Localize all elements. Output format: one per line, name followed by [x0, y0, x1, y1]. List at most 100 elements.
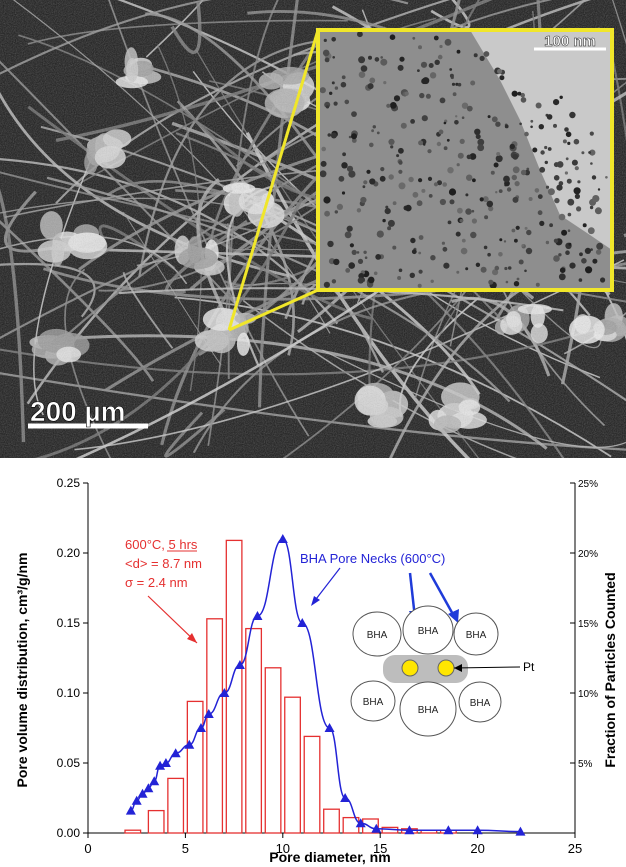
tem-pore	[412, 191, 419, 198]
line-marker	[184, 739, 195, 749]
tem-pore	[516, 277, 520, 281]
tem-pore	[356, 208, 362, 213]
tem-pore	[349, 243, 354, 248]
tem-pore	[561, 229, 568, 236]
tem-pore	[428, 194, 433, 198]
tem-pore	[334, 86, 339, 90]
tem-pore	[342, 152, 346, 157]
tem-pore	[398, 160, 403, 165]
tem-pore	[331, 279, 337, 284]
tem-pore	[567, 212, 572, 217]
tem-pore	[558, 273, 566, 281]
bar	[167, 777, 185, 834]
tem-pore	[360, 65, 368, 72]
bar	[245, 627, 263, 834]
tem-pore	[460, 247, 468, 255]
tem-pore	[483, 51, 490, 57]
tem-pore	[322, 49, 330, 57]
y-tick-label: 0.05	[57, 756, 81, 770]
tem-pore	[513, 281, 520, 287]
tem-pore	[532, 147, 538, 153]
tem-pore	[368, 55, 372, 60]
tem-pore	[420, 61, 428, 68]
tem-pore	[581, 151, 585, 155]
tem-pore	[512, 153, 519, 160]
tem-pore	[521, 244, 525, 247]
tem-pore	[351, 249, 357, 255]
tem-pore	[486, 200, 494, 208]
tem-pore	[429, 72, 437, 79]
tem-pore	[323, 38, 327, 43]
tem-pore	[334, 210, 338, 214]
tem-pore	[495, 155, 503, 163]
tem-pore	[496, 152, 501, 156]
tem-pore	[344, 231, 352, 239]
bha-particle-label: BHA	[418, 705, 439, 716]
tem-pore	[380, 58, 388, 66]
tem-pore	[511, 174, 517, 181]
tem-pore	[537, 210, 543, 216]
tem-pore	[387, 219, 395, 227]
tem-pore	[461, 238, 466, 243]
tem-pore	[398, 169, 403, 174]
tem-pore	[567, 198, 575, 206]
y2-tick-label: 20%	[578, 549, 598, 560]
tem-pore	[477, 138, 485, 146]
tem-pore	[418, 235, 424, 240]
tem-pore	[589, 131, 594, 136]
tem-pore	[574, 166, 579, 171]
y-tick-label: 0.00	[57, 826, 81, 840]
tem-pore	[443, 146, 448, 151]
tem-pore	[375, 254, 382, 260]
bha-particle	[350, 680, 396, 722]
tem-pore	[589, 149, 596, 156]
tem-pore	[499, 238, 503, 242]
tem-pore	[457, 82, 462, 87]
tem-pore	[457, 207, 463, 214]
tem-pore	[558, 253, 562, 257]
tem-pore	[341, 75, 346, 80]
tem-pore	[584, 247, 592, 254]
y-tick-label: 0.15	[57, 616, 81, 630]
tem-pore	[488, 206, 494, 212]
tem-pore	[351, 133, 357, 140]
tem-pore	[567, 229, 571, 232]
tem-pore	[514, 238, 518, 243]
tem-pore	[374, 57, 380, 62]
tem-pore	[444, 38, 452, 46]
tem-pore	[323, 281, 330, 288]
tem-pore	[524, 269, 527, 273]
tem-pore	[553, 99, 560, 106]
tem-pore	[371, 129, 374, 133]
tem-pore	[471, 218, 477, 224]
tem-pore	[360, 196, 367, 204]
tem-pore	[530, 125, 533, 129]
tem-pore	[367, 83, 374, 90]
tem-pore	[405, 204, 412, 212]
pt-particle-right	[437, 659, 455, 677]
bha-particle-label: BHA	[470, 698, 491, 709]
tem-pore	[539, 220, 545, 226]
tem-pore	[325, 105, 330, 109]
tem-pore	[506, 187, 512, 192]
tem-pore	[574, 193, 581, 199]
tem-pore	[492, 269, 499, 276]
tem-pore	[465, 193, 469, 197]
tem-pore	[324, 210, 330, 217]
tem-pore	[393, 95, 401, 102]
tem-pore	[456, 270, 460, 274]
tem-pore	[498, 252, 503, 257]
tem-pore	[430, 279, 434, 283]
tem-pore	[357, 258, 364, 264]
bha-particle	[453, 612, 499, 656]
line-marker	[355, 818, 366, 828]
diagram-arrow-right	[428, 572, 457, 619]
tem-pore	[592, 195, 600, 203]
tem-pore	[364, 256, 368, 260]
tem-pore	[499, 75, 505, 81]
tem-pore	[571, 159, 578, 166]
tem-pore	[380, 56, 384, 59]
tem-pore	[351, 111, 357, 117]
tem-pore	[465, 208, 472, 215]
x-tick-label: 0	[84, 841, 91, 856]
